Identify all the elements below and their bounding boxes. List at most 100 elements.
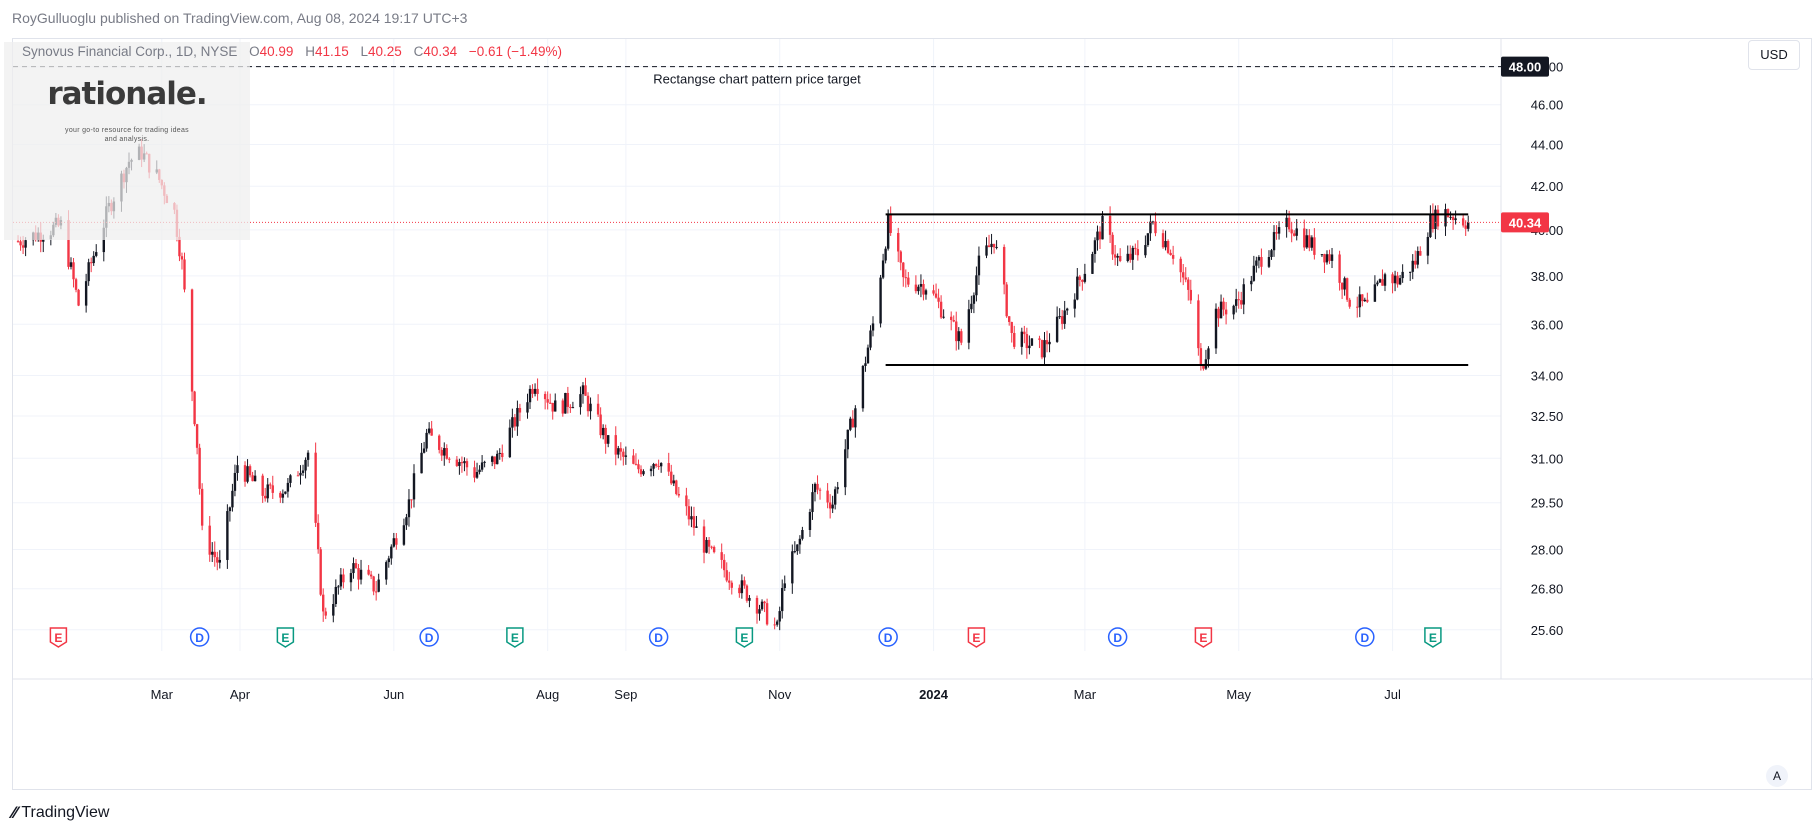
low-key: L — [360, 44, 369, 59]
candle-body — [190, 289, 194, 392]
candle-body — [1361, 294, 1364, 302]
candle-body — [1398, 278, 1402, 285]
candle-body — [1366, 299, 1369, 302]
candle-body — [566, 392, 570, 407]
auto-scale-button[interactable]: A — [1766, 765, 1788, 787]
x-tick-label: Jul — [1384, 687, 1401, 702]
candle-body — [1023, 331, 1026, 335]
candle-body — [374, 591, 378, 593]
earnings-marker — [276, 627, 295, 648]
candle-body — [367, 569, 370, 575]
candle-body — [1184, 277, 1187, 280]
candle-body — [316, 522, 320, 550]
candle-body — [425, 432, 428, 449]
candle-body — [1055, 316, 1059, 342]
candle-body — [871, 323, 875, 331]
candle-body — [748, 597, 751, 601]
symbol-legend[interactable]: Synovus Financial Corp., 1D, NYSE O40.99… — [22, 44, 562, 59]
candle-body — [599, 414, 602, 436]
candle-body — [465, 461, 469, 468]
chart-frame[interactable]: 48.0046.0044.0042.0040.0038.0036.0034.00… — [12, 38, 1813, 791]
open-value: 40.99 — [259, 44, 294, 59]
candle-body — [919, 284, 923, 287]
candle-body — [1189, 289, 1192, 301]
candle-body — [548, 402, 552, 404]
candle-body — [960, 331, 963, 343]
candle-body — [1217, 308, 1220, 319]
candle-body — [19, 241, 22, 246]
candle-body — [1136, 249, 1140, 256]
candle-body — [758, 609, 761, 614]
candle-body — [554, 400, 557, 412]
candle-body — [622, 451, 625, 457]
candle-body — [899, 251, 902, 263]
event-marker-label: E — [281, 631, 289, 645]
candle-body — [907, 277, 910, 285]
candle-body — [1323, 254, 1326, 263]
candle-body — [281, 493, 285, 498]
candle-body — [1154, 221, 1157, 234]
candle-body — [723, 559, 726, 571]
currency-button[interactable]: USD — [1748, 40, 1800, 70]
candle-body — [490, 456, 494, 462]
candle-body — [1224, 309, 1228, 315]
candle-body — [851, 418, 855, 428]
dividend-marker — [189, 627, 210, 647]
candle-body — [218, 559, 222, 563]
candle-body — [475, 471, 479, 478]
candle-body — [92, 255, 95, 264]
candle-body — [178, 236, 181, 257]
candle-body — [581, 385, 585, 395]
candle-body — [649, 468, 653, 472]
candle-body — [720, 552, 723, 560]
candle-body — [67, 220, 70, 267]
y-tick-label: 25.60 — [1531, 623, 1564, 638]
candle-body — [443, 448, 446, 456]
candle-body — [1401, 271, 1404, 279]
candle-body — [886, 214, 890, 249]
candle-body — [359, 569, 363, 580]
candle-body — [990, 243, 993, 248]
candle-body — [728, 580, 731, 583]
candle-body — [546, 399, 549, 403]
high-key: H — [305, 44, 315, 59]
candle-body — [833, 489, 837, 505]
candle-body — [1391, 274, 1394, 284]
y-tick-label: 34.00 — [1531, 369, 1564, 384]
candle-body — [710, 546, 713, 548]
candle-body — [949, 316, 953, 321]
candle-body — [1328, 254, 1331, 261]
candle-body — [1444, 209, 1447, 227]
candle-body — [508, 427, 512, 458]
candle-body — [816, 483, 819, 490]
candle-body — [937, 297, 940, 302]
candle-body — [1028, 345, 1031, 349]
candle-body — [354, 563, 358, 569]
candle-body — [21, 245, 25, 248]
symbol-name[interactable]: Synovus Financial Corp., 1D, NYSE — [22, 44, 238, 59]
candle-body — [846, 429, 849, 450]
footer-brand[interactable]: ⁄⁄ TradingView — [12, 803, 109, 822]
candle-body — [1013, 332, 1016, 347]
dividend-marker — [878, 627, 898, 647]
candle-body — [584, 385, 587, 396]
candle-body — [826, 490, 829, 503]
dividend-marker — [1107, 627, 1128, 647]
event-marker-label: D — [195, 631, 204, 645]
x-tick-label: Mar — [151, 687, 174, 702]
candle-body — [654, 464, 658, 466]
price-chart[interactable]: 48.0046.0044.0042.0040.0038.0036.0034.00… — [13, 39, 1813, 791]
candle-body — [233, 472, 237, 491]
candle-body — [1166, 241, 1170, 253]
candle-body — [849, 418, 852, 430]
candle-body — [861, 365, 865, 409]
candle-body — [902, 262, 905, 278]
candle-body — [624, 455, 628, 457]
candle-body — [1292, 233, 1296, 236]
candle-body — [763, 601, 766, 604]
candle-body — [16, 241, 20, 243]
candle-body — [264, 495, 267, 499]
event-marker-label: E — [1429, 631, 1437, 645]
event-marker-label: E — [511, 631, 519, 645]
candle-body — [1446, 209, 1450, 218]
